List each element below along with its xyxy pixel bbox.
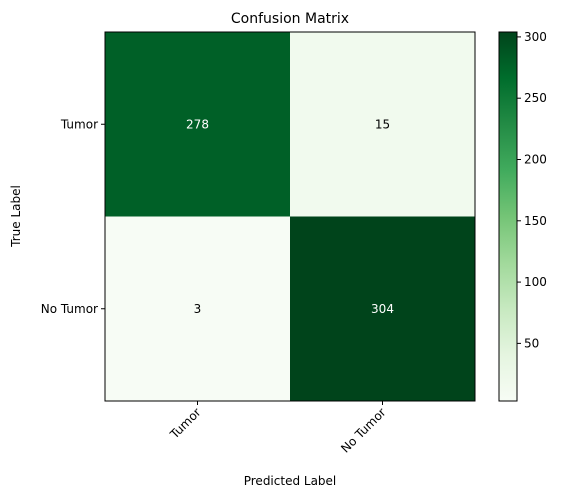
x-axis-label: Predicted Label	[244, 474, 337, 488]
colorbar-tick-label: 200	[524, 152, 547, 166]
cell-value-label: 3	[194, 302, 202, 316]
cell-value-label: 304	[371, 302, 394, 316]
heatmap-cell	[290, 216, 475, 401]
heatmap-cells: 278 15 3 304	[105, 32, 475, 401]
colorbar-tick-label: 150	[524, 214, 547, 228]
chart-title: Confusion Matrix	[231, 11, 349, 27]
cell-value-label: 15	[375, 117, 390, 131]
x-tick-label: Tumor	[167, 405, 204, 442]
x-tick-label: No Tumor	[338, 405, 388, 455]
y-tick-labels: Tumor No Tumor	[41, 117, 105, 316]
heatmap-cell	[105, 216, 290, 401]
colorbar-tick-label: 100	[524, 275, 547, 289]
y-axis-label: True Label	[9, 185, 23, 248]
colorbar-tick-label: 300	[524, 30, 547, 44]
x-tick-labels: Tumor No Tumor	[167, 401, 389, 456]
plot-frame	[104, 31, 476, 402]
y-tick-label: No Tumor	[41, 302, 98, 316]
y-tick-label: Tumor	[60, 117, 98, 131]
colorbar-tick-label: 250	[524, 91, 547, 105]
heatmap-cell	[290, 32, 475, 217]
colorbar-tick-label: 50	[524, 336, 539, 350]
heatmap-cell	[105, 32, 290, 217]
cell-value-label: 278	[186, 117, 209, 131]
colorbar	[498, 31, 518, 402]
colorbar-ticks: 50 100 150 200 250 300	[517, 30, 547, 350]
